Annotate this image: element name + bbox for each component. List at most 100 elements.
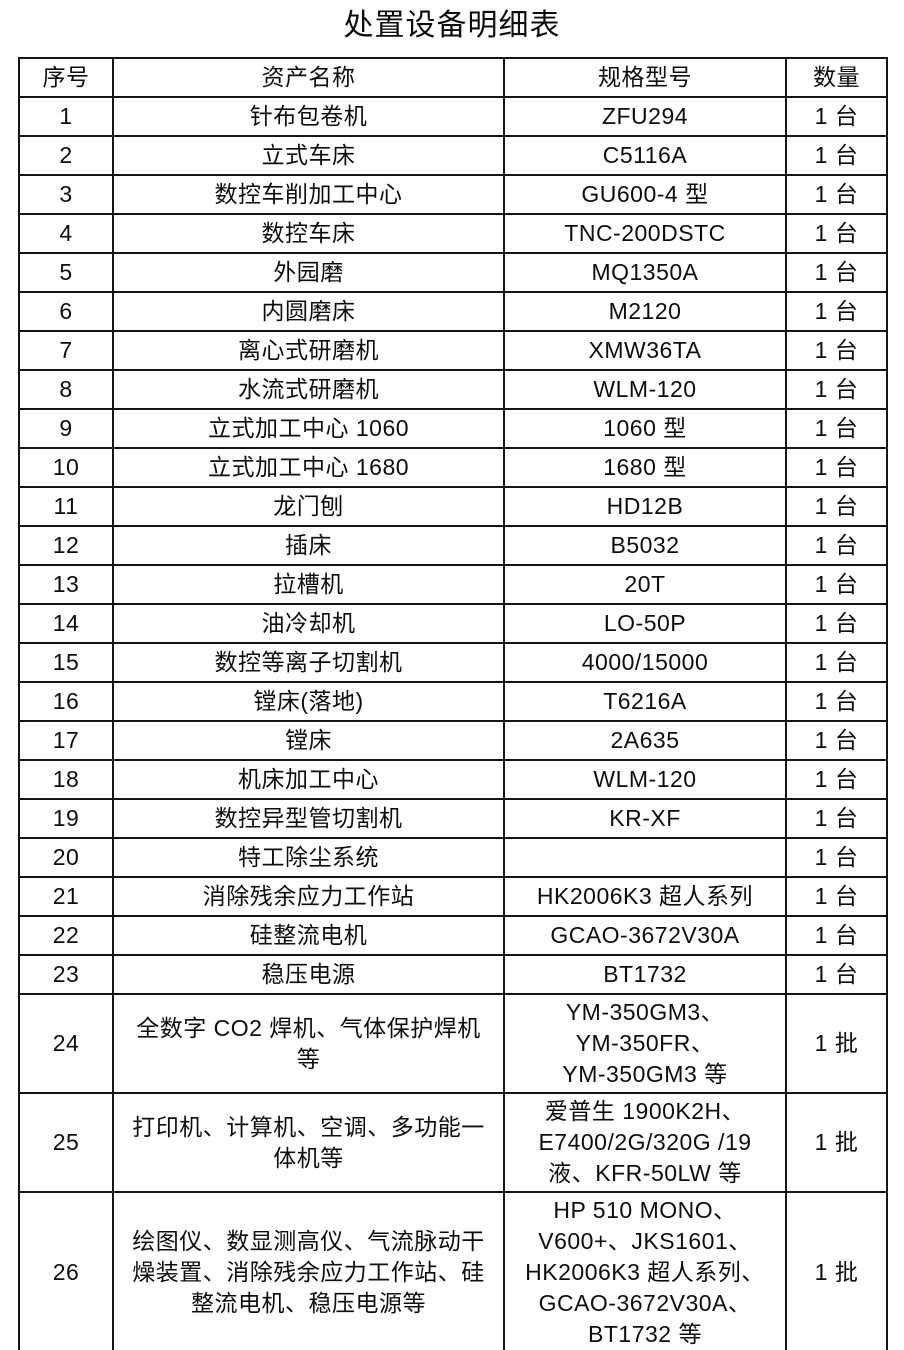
cell-serial-number: 4 (18, 213, 114, 254)
cell-spec-model: T6216A (503, 681, 787, 722)
cell-spec-model: 2A635 (503, 720, 787, 761)
cell-serial-number: 2 (18, 135, 114, 176)
table-row: 3 数控车削加工中心 GU600-4 型 1 台 (18, 174, 888, 215)
cell-serial-number: 11 (18, 486, 114, 527)
table-row: 17 镗床 2A635 1 台 (18, 720, 888, 761)
table-header: 序号 资产名称 规格型号 数量 (18, 57, 888, 98)
header-asset-name: 资产名称 (112, 57, 505, 98)
cell-spec-model: KR-XF (503, 798, 787, 839)
table-row: 7 离心式研磨机 XMW36TA 1 台 (18, 330, 888, 371)
cell-asset-name: 数控异型管切割机 (112, 798, 505, 839)
cell-asset-name: 拉槽机 (112, 564, 505, 605)
cell-spec-model: 20T (503, 564, 787, 605)
cell-asset-name: 插床 (112, 525, 505, 566)
cell-quantity: 1 台 (785, 603, 888, 644)
cell-asset-name: 内圆磨床 (112, 291, 505, 332)
page-title: 处置设备明细表 (343, 9, 561, 42)
cell-quantity: 1 台 (785, 174, 888, 215)
cell-quantity: 1 台 (785, 642, 888, 683)
table-row: 15 数控等离子切割机 4000/15000 1 台 (18, 642, 888, 683)
cell-quantity: 1 台 (785, 486, 888, 527)
cell-quantity: 1 台 (785, 213, 888, 254)
cell-asset-name: 数控车床 (112, 213, 505, 254)
header-serial-number: 序号 (18, 57, 114, 98)
cell-quantity: 1 台 (785, 369, 888, 410)
cell-quantity: 1 台 (785, 564, 888, 605)
cell-quantity: 1 台 (785, 291, 888, 332)
cell-serial-number: 10 (18, 447, 114, 488)
table-header-row: 序号 资产名称 规格型号 数量 (18, 57, 888, 98)
cell-spec-model: WLM-120 (503, 369, 787, 410)
cell-spec-model: XMW36TA (503, 330, 787, 371)
cell-asset-name: 立式加工中心 1060 (112, 408, 505, 449)
cell-quantity: 1 台 (785, 954, 888, 995)
table-row: 4 数控车床 TNC-200DSTC 1 台 (18, 213, 888, 254)
table-row: 1 针布包卷机 ZFU294 1 台 (18, 96, 888, 137)
cell-quantity: 1 台 (785, 447, 888, 488)
table-row: 26 绘图仪、数显测高仪、气流脉动干 燥装置、消除残余应力工作站、硅 整流电机、… (18, 1191, 888, 1350)
cell-serial-number: 21 (18, 876, 114, 917)
cell-serial-number: 16 (18, 681, 114, 722)
cell-asset-name: 绘图仪、数显测高仪、气流脉动干 燥装置、消除残余应力工作站、硅 整流电机、稳压电… (112, 1191, 505, 1350)
table-row: 9 立式加工中心 1060 1060 型 1 台 (18, 408, 888, 449)
cell-spec-model: LO-50P (503, 603, 787, 644)
cell-serial-number: 7 (18, 330, 114, 371)
cell-asset-name: 外园磨 (112, 252, 505, 293)
cell-spec-model: HD12B (503, 486, 787, 527)
cell-asset-name: 立式车床 (112, 135, 505, 176)
cell-quantity: 1 台 (785, 681, 888, 722)
cell-asset-name: 水流式研磨机 (112, 369, 505, 410)
cell-quantity: 1 台 (785, 135, 888, 176)
table-row: 18 机床加工中心 WLM-120 1 台 (18, 759, 888, 800)
cell-serial-number: 3 (18, 174, 114, 215)
cell-spec-model: HP 510 MONO、 V600+、JKS1601、 HK2006K3 超人系… (503, 1191, 787, 1350)
cell-asset-name: 硅整流电机 (112, 915, 505, 956)
cell-asset-name: 龙门刨 (112, 486, 505, 527)
cell-quantity: 1 批 (785, 1191, 888, 1350)
cell-serial-number: 6 (18, 291, 114, 332)
cell-spec-model: MQ1350A (503, 252, 787, 293)
cell-asset-name: 镗床 (112, 720, 505, 761)
cell-spec-model: 4000/15000 (503, 642, 787, 683)
cell-serial-number: 12 (18, 525, 114, 566)
cell-serial-number: 18 (18, 759, 114, 800)
table-row: 2 立式车床 C5116A 1 台 (18, 135, 888, 176)
table-row: 11 龙门刨 HD12B 1 台 (18, 486, 888, 527)
cell-asset-name: 打印机、计算机、空调、多功能一 体机等 (112, 1092, 505, 1193)
cell-asset-name: 离心式研磨机 (112, 330, 505, 371)
cell-spec-model: YM-350GM3、 YM-350FR、 YM-350GM3 等 (503, 993, 787, 1094)
cell-asset-name: 全数字 CO2 焊机、气体保护焊机 等 (112, 993, 505, 1094)
cell-spec-model: B5032 (503, 525, 787, 566)
table-row: 12 插床 B5032 1 台 (18, 525, 888, 566)
cell-serial-number: 20 (18, 837, 114, 878)
table-row: 13 拉槽机 20T 1 台 (18, 564, 888, 605)
table-row: 24 全数字 CO2 焊机、气体保护焊机 等 YM-350GM3、 YM-350… (18, 993, 888, 1094)
cell-serial-number: 22 (18, 915, 114, 956)
cell-asset-name: 特工除尘系统 (112, 837, 505, 878)
cell-asset-name: 针布包卷机 (112, 96, 505, 137)
table-body: 1 针布包卷机 ZFU294 1 台 2 立式车床 C5116A 1 台 3 数… (18, 96, 888, 1350)
cell-quantity: 1 台 (785, 798, 888, 839)
table-row: 19 数控异型管切割机 KR-XF 1 台 (18, 798, 888, 839)
cell-serial-number: 9 (18, 408, 114, 449)
cell-spec-model: GU600-4 型 (503, 174, 787, 215)
cell-serial-number: 8 (18, 369, 114, 410)
cell-serial-number: 25 (18, 1092, 114, 1193)
cell-quantity: 1 台 (785, 837, 888, 878)
cell-serial-number: 19 (18, 798, 114, 839)
cell-asset-name: 数控车削加工中心 (112, 174, 505, 215)
cell-quantity: 1 批 (785, 1092, 888, 1193)
table-row: 21 消除残余应力工作站 HK2006K3 超人系列 1 台 (18, 876, 888, 917)
cell-spec-model: 1680 型 (503, 447, 787, 488)
table-row: 6 内圆磨床 M2120 1 台 (18, 291, 888, 332)
table-row: 10 立式加工中心 1680 1680 型 1 台 (18, 447, 888, 488)
table-row: 25 打印机、计算机、空调、多功能一 体机等 爱普生 1900K2H、 E740… (18, 1092, 888, 1193)
cell-quantity: 1 台 (785, 96, 888, 137)
header-spec-model: 规格型号 (503, 57, 787, 98)
cell-serial-number: 1 (18, 96, 114, 137)
cell-serial-number: 14 (18, 603, 114, 644)
cell-spec-model (503, 837, 787, 878)
cell-asset-name: 镗床(落地) (112, 681, 505, 722)
table-row: 8 水流式研磨机 WLM-120 1 台 (18, 369, 888, 410)
